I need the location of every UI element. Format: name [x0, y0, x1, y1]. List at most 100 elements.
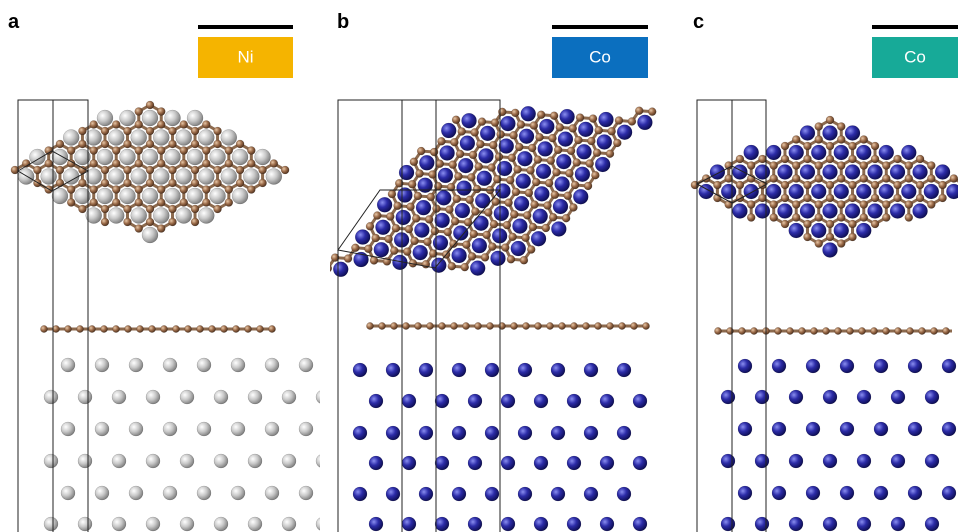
metal-atom	[264, 485, 280, 501]
metal-atom	[924, 453, 940, 469]
metal-atom	[554, 176, 570, 192]
metal-atom	[550, 425, 566, 441]
metal-atom	[60, 421, 76, 437]
metal-atom	[315, 517, 320, 531]
carbon-atom	[438, 322, 446, 330]
metal-atom	[454, 202, 471, 219]
metal-atom	[40, 168, 57, 185]
carbon-atom	[484, 208, 493, 217]
metal-atom	[873, 421, 889, 437]
carbon-atom	[469, 229, 478, 239]
carbon-atom	[157, 120, 166, 129]
metal-atom	[518, 128, 535, 145]
carbon-atom	[546, 322, 554, 330]
metal-atom	[754, 164, 771, 180]
carbon-atom	[848, 154, 857, 164]
carbon-atom	[535, 132, 544, 142]
metal-atom	[907, 421, 923, 437]
carbon-atom	[546, 156, 556, 165]
metal-atom	[368, 516, 384, 532]
carbon-atom	[848, 232, 857, 242]
carbon-atom	[157, 159, 166, 168]
metal-atom	[873, 358, 889, 374]
carbon-atom	[406, 202, 415, 211]
carbon-atom	[179, 198, 189, 207]
metal-atom	[720, 389, 736, 405]
metal-atom	[596, 134, 613, 150]
carbon-atom	[407, 180, 417, 189]
carbon-atom	[882, 327, 890, 335]
metal-atom	[436, 190, 452, 206]
carbon-atom	[351, 243, 360, 253]
carbon-atom	[179, 185, 189, 194]
carbon-atom	[454, 172, 463, 181]
metal-atom	[632, 393, 648, 409]
carbon-atom	[413, 191, 423, 201]
metal-atom	[550, 362, 566, 378]
carbon-atom	[942, 327, 950, 335]
carbon-atom	[825, 219, 835, 229]
carbon-atom	[409, 157, 419, 167]
carbon-atom	[446, 182, 456, 192]
carbon-atom	[791, 161, 801, 170]
carbon-atom	[566, 146, 576, 156]
carbon-atom	[904, 200, 914, 209]
metal-atom	[632, 455, 648, 471]
metal-atom	[385, 425, 401, 441]
metal-atom	[822, 203, 838, 219]
surface-cell	[695, 165, 769, 204]
metal-atom	[839, 358, 855, 374]
metal-atom	[119, 187, 136, 205]
carbon-atom	[859, 174, 869, 183]
carbon-atom	[430, 226, 440, 236]
carbon-atom	[220, 325, 228, 333]
carbon-atom	[510, 322, 518, 330]
metal-atom	[333, 486, 347, 500]
metal-atom	[822, 125, 838, 141]
carbon-atom	[482, 230, 491, 240]
metal-atom	[164, 187, 181, 205]
metal-atom	[395, 209, 411, 226]
metal-atom	[385, 362, 401, 378]
carbon-atom	[390, 246, 399, 255]
carbon-atom	[894, 327, 902, 335]
metal-atom	[479, 125, 496, 142]
metal-atom	[765, 183, 782, 200]
metal-atom	[788, 453, 804, 469]
carbon-atom	[448, 160, 458, 169]
carbon-atom	[269, 159, 279, 168]
carbon-atom	[814, 239, 823, 248]
metal-atom	[941, 421, 957, 437]
metal-atom	[196, 485, 212, 501]
carbon-atom	[157, 185, 166, 194]
carbon-atom	[134, 120, 143, 129]
carbon-atom	[202, 146, 211, 155]
carbon-atom	[607, 126, 616, 136]
carbon-atom	[111, 185, 121, 194]
carbon-atom	[927, 200, 936, 209]
carbon-atom	[780, 193, 790, 203]
metal-atom	[119, 148, 136, 166]
metal-atom	[141, 148, 159, 166]
carbon-atom	[402, 247, 412, 256]
metal-atom	[62, 168, 80, 185]
carbon-atom	[100, 325, 108, 333]
carbon-atom	[168, 204, 177, 214]
carbon-atom	[552, 168, 561, 177]
carbon-atom	[55, 139, 65, 149]
metal-atom	[777, 203, 793, 219]
carbon-atom	[614, 116, 624, 125]
metal-atom	[164, 148, 181, 166]
metal-atom	[599, 393, 615, 409]
metal-atom	[520, 106, 536, 122]
metal-atom	[247, 516, 263, 532]
metal-atom	[878, 144, 895, 161]
metal-atom	[213, 389, 229, 405]
carbon-atom	[145, 100, 155, 110]
carbon-atom	[386, 212, 395, 221]
carbon-atom	[179, 120, 189, 129]
carbon-atom	[168, 139, 177, 149]
carbon-atom	[918, 327, 926, 335]
metal-atom	[353, 251, 369, 268]
metal-atom	[213, 516, 229, 532]
